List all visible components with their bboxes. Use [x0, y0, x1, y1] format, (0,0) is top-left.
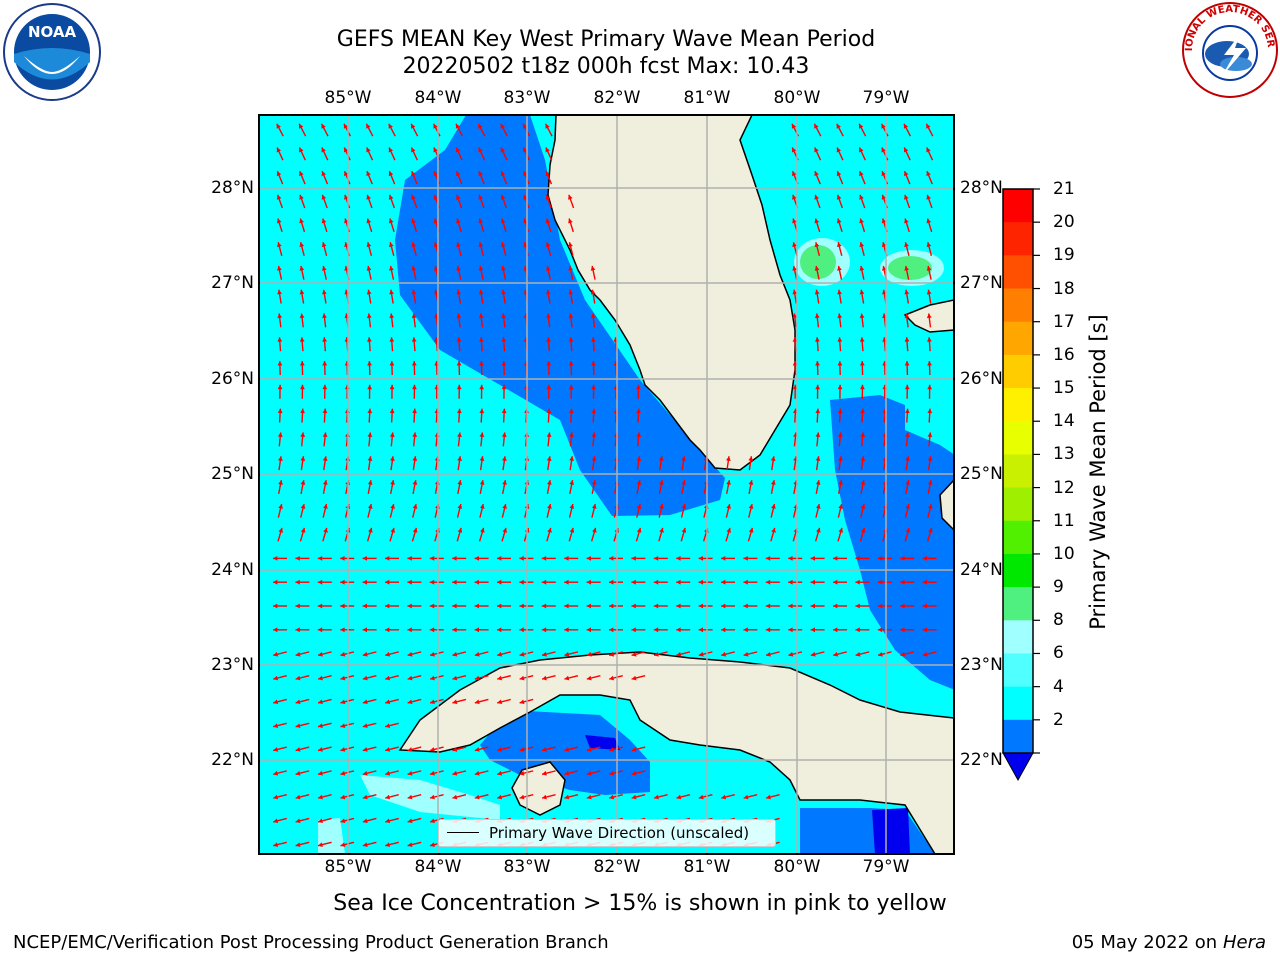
colorbar-tick-label: 6	[1053, 643, 1064, 663]
colorbar-segment	[1003, 388, 1033, 422]
colorbar-tick-label: 11	[1053, 511, 1075, 531]
colorbar-segment	[1003, 488, 1033, 522]
lon-tick-bottom: 84°W	[398, 857, 478, 877]
lon-tick-top: 83°W	[487, 88, 567, 108]
colorbar-segment	[1003, 289, 1033, 323]
lat-tick-left: 23°N	[194, 655, 254, 675]
lon-tick-bottom: 83°W	[487, 857, 567, 877]
legend-label: Primary Wave Direction (unscaled)	[489, 820, 749, 846]
colorbar-tick-label: 4	[1053, 677, 1064, 697]
colorbar-tick-label: 9	[1053, 577, 1064, 597]
lon-tick-bottom: 82°W	[577, 857, 657, 877]
colorbar-tick-label: 18	[1053, 279, 1075, 299]
lon-tick-top: 85°W	[308, 88, 388, 108]
lon-tick-bottom: 80°W	[757, 857, 837, 877]
period-band-deep	[872, 808, 910, 854]
lat-tick-right: 22°N	[960, 750, 1020, 770]
lon-tick-bottom: 79°W	[846, 857, 926, 877]
footer-date-text: 05 May 2022 on	[1072, 932, 1218, 953]
footer-credit: NCEP/EMC/Verification Post Processing Pr…	[13, 932, 609, 954]
colorbar-tick-label: 20	[1053, 212, 1075, 232]
lat-tick-right: 25°N	[960, 464, 1020, 484]
lat-tick-left: 26°N	[194, 369, 254, 389]
colorbar-segment	[1003, 720, 1033, 754]
lat-tick-right: 24°N	[960, 560, 1020, 580]
lon-tick-top: 84°W	[398, 88, 478, 108]
lat-tick-left: 24°N	[194, 560, 254, 580]
colorbar-tick-label: 19	[1053, 245, 1075, 265]
legend-line-sample	[447, 832, 479, 833]
lon-tick-top: 81°W	[667, 88, 747, 108]
lat-tick-right: 28°N	[960, 178, 1020, 198]
colorbar-tick-label: 16	[1053, 345, 1075, 365]
lon-tick-top: 79°W	[846, 88, 926, 108]
colorbar-segment	[1003, 521, 1033, 555]
colorbar-tick-label: 17	[1053, 312, 1075, 332]
sea-ice-note: Sea Ice Concentration > 15% is shown in …	[0, 890, 1280, 918]
colorbar-tick-label: 21	[1053, 179, 1075, 199]
colorbar-tick-label: 15	[1053, 378, 1075, 398]
colorbar-segment	[1003, 421, 1033, 455]
period-max-area-2-inner	[888, 256, 932, 280]
colorbar-tick-label: 13	[1053, 444, 1075, 464]
colorbar-segment	[1003, 322, 1033, 356]
colorbar-segment	[1003, 687, 1033, 721]
lon-tick-top: 80°W	[757, 88, 837, 108]
lat-tick-left: 25°N	[194, 464, 254, 484]
colorbar-label: Primary Wave Mean Period [s]	[1086, 314, 1110, 630]
lon-tick-top: 82°W	[577, 88, 657, 108]
colorbar-tick-label: 12	[1053, 478, 1075, 498]
footer-date: 05 May 2022 on Hera	[1072, 932, 1266, 954]
lat-tick-right: 27°N	[960, 273, 1020, 293]
lat-tick-right: 23°N	[960, 655, 1020, 675]
footer-host: Hera	[1223, 932, 1266, 953]
colorbar-segment	[1003, 587, 1033, 621]
lat-tick-right: 26°N	[960, 369, 1020, 389]
colorbar-tick-label: 8	[1053, 610, 1064, 630]
colorbar-tick-label: 14	[1053, 411, 1075, 431]
colorbar-segment	[1003, 222, 1033, 256]
lon-tick-bottom: 85°W	[308, 857, 388, 877]
lon-tick-bottom: 81°W	[667, 857, 747, 877]
colorbar-segment	[1003, 620, 1033, 654]
colorbar-tick-label: 2	[1053, 710, 1064, 730]
map-legend: Primary Wave Direction (unscaled)	[438, 819, 776, 847]
lat-tick-left: 27°N	[194, 273, 254, 293]
colorbar-tick-label: 10	[1053, 544, 1075, 564]
lat-tick-left: 28°N	[194, 178, 254, 198]
lat-tick-left: 22°N	[194, 750, 254, 770]
